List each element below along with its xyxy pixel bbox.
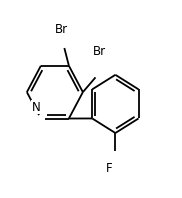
Text: N: N: [31, 101, 40, 114]
Text: Br: Br: [55, 23, 68, 36]
Text: F: F: [105, 162, 112, 175]
Text: Br: Br: [93, 45, 106, 58]
